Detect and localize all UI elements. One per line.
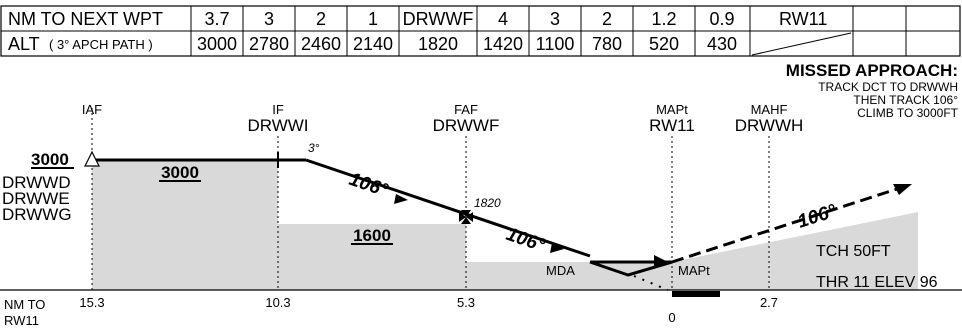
faf-name: DRWWF — [433, 116, 500, 135]
initial-fix: DRWWD — [2, 173, 71, 192]
iaf-label: IAF — [82, 102, 102, 117]
bearing-upper: 106° — [346, 169, 390, 202]
row2-cell: 1100 — [536, 34, 575, 54]
initial-altitude: 3000 — [31, 150, 69, 169]
terrain-intermediate — [278, 224, 466, 290]
distance-tick: 2.7 — [760, 295, 778, 310]
distance-tick: 5.3 — [457, 295, 475, 310]
row2-cell: 3000 — [197, 34, 237, 54]
missed-approach-path — [671, 186, 901, 264]
mahf-name: DRWWH — [735, 116, 804, 135]
distance-axis-label: RW11 — [4, 313, 39, 328]
table-column-dividers — [190, 6, 907, 56]
mda-label: MDA — [546, 263, 575, 278]
mahf-label: MAHF — [751, 102, 788, 117]
runway-bar — [672, 291, 720, 297]
row2-cell: 2780 — [249, 34, 289, 54]
visual-segment — [633, 275, 669, 291]
mapt-point-label: MAPt — [678, 263, 710, 278]
row2-cell: 2140 — [353, 34, 393, 54]
bearing-missed: 106° — [795, 201, 839, 233]
row2-values: 3000 2780 2460 2140 1820 1420 1100 780 5… — [197, 34, 737, 54]
glide-angle: 3° — [308, 141, 320, 155]
bearing-lower: 106° — [503, 224, 547, 257]
segment-altitude-initial: 3000 — [161, 163, 199, 182]
if-label: IF — [272, 102, 284, 117]
terrain-final-missed — [466, 212, 918, 290]
distance-tick: 0 — [668, 310, 675, 325]
row1-cell: 2 — [316, 9, 326, 29]
row1-cell: 3.7 — [204, 9, 229, 29]
descent-arrow-upper — [394, 194, 408, 204]
row1-cell: 4 — [498, 9, 508, 29]
row1-cell: RW11 — [779, 9, 827, 29]
row2-label-sub: ( 3° APCH PATH ) — [49, 37, 153, 52]
row1-label: NM TO NEXT WPT — [8, 9, 163, 29]
row2-label-main: ALT — [8, 34, 40, 54]
table-cell-diagonal — [751, 32, 852, 56]
faf-label: FAF — [454, 102, 478, 117]
approach-table: NM TO NEXT WPT ALT ( 3° APCH PATH ) 3.7 … — [0, 5, 961, 57]
mapt-name: RW11 — [649, 116, 695, 135]
missed-arrowhead — [893, 184, 912, 195]
distance-axis-label: NM TO — [4, 297, 45, 312]
if-name: DRWWI — [247, 116, 308, 135]
row1-cell: 2 — [602, 9, 612, 29]
row1-cell: 1 — [368, 9, 378, 29]
row1-cell: 3 — [550, 9, 560, 29]
row2-cell: 780 — [592, 34, 622, 54]
terrain-initial — [92, 160, 278, 290]
distance-tick: 15.3 — [79, 295, 104, 310]
initial-fix: DRWWG — [2, 205, 72, 224]
missed-approach-title: MISSED APPROACH: — [786, 61, 958, 80]
row1-cell: 0.9 — [709, 9, 734, 29]
row1-cell: 3 — [264, 9, 274, 29]
row2-cell: 430 — [707, 34, 737, 54]
descent-arrow-lower — [550, 243, 564, 253]
iaf-triangle-icon — [84, 150, 100, 167]
missed-approach-line: TRACK DCT TO DRWWH — [818, 80, 958, 94]
thr-elev-label: THR 11 ELEV 96 — [816, 274, 938, 291]
tch-label: TCH 50FT — [816, 243, 891, 260]
row1-cell: 1.2 — [651, 9, 676, 29]
row2-cell: 1420 — [483, 34, 523, 54]
faf-cross-icon — [459, 210, 473, 224]
faf-altitude: 1820 — [474, 196, 501, 210]
mapt-label: MAPt — [656, 102, 688, 117]
distance-tick: 10.3 — [265, 295, 290, 310]
row1-cell: DRWWF — [403, 9, 474, 29]
row2-cell: 520 — [649, 34, 679, 54]
row2-cell: 2460 — [301, 34, 341, 54]
initial-fix: DRWWE — [2, 189, 70, 208]
missed-approach-line: THEN TRACK 106° — [853, 93, 958, 107]
segment-altitude-intermediate: 1600 — [353, 226, 391, 245]
missed-approach-line: CLIMB TO 3000FT — [857, 106, 959, 120]
mda-arrow — [654, 255, 668, 269]
row1-values: 3.7 3 2 1 DRWWF 4 3 2 1.2 0.9 RW11 — [204, 9, 827, 29]
row2-cell: 1820 — [418, 34, 458, 54]
terrain — [92, 160, 918, 290]
